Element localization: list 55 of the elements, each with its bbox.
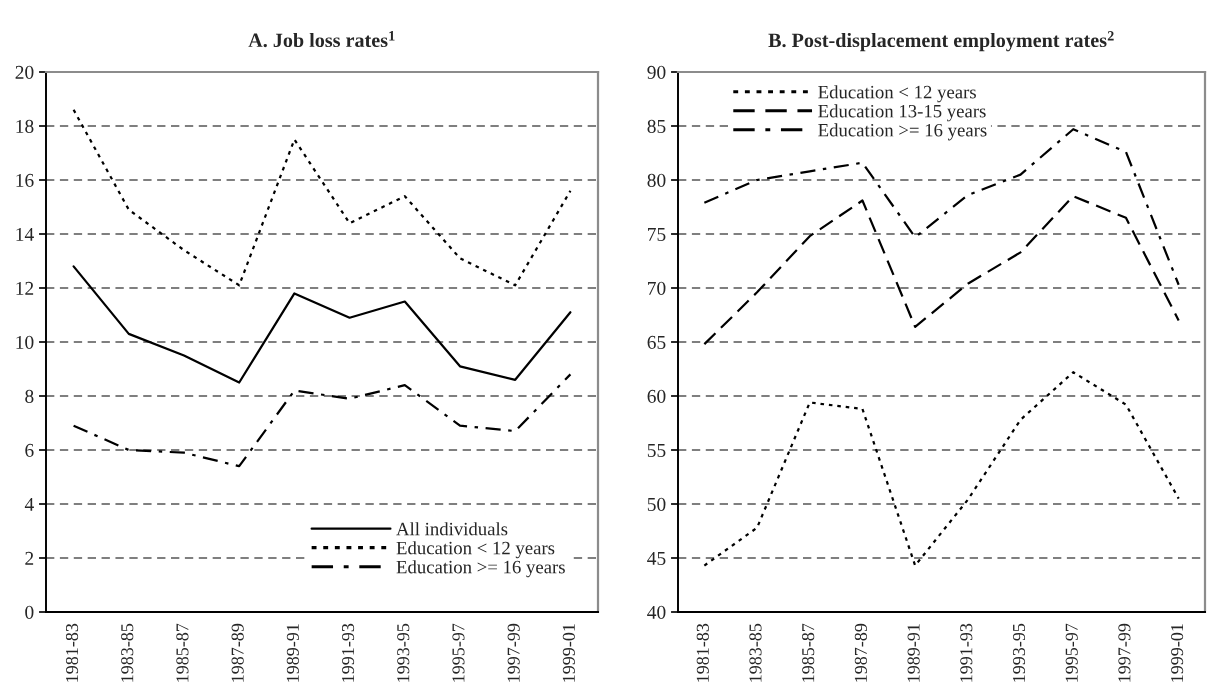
y-tick-label: 90 [647,65,666,79]
y-tick-label: 16 [16,173,34,187]
x-tick-label: 1983-85 [749,623,762,682]
x-tick-label: 1981-83 [65,623,79,682]
y-tick-label: 10 [16,335,34,349]
legend-label: Education < 12 years [818,85,976,103]
y-tick-label: 12 [16,281,34,295]
x-tick-label: 1993-95 [397,623,410,682]
x-tick-label: 1997-99 [507,623,520,682]
y-tick-label: 50 [647,497,666,511]
x-tick-label: 1997-99 [1118,623,1131,682]
chart-title: B. Post-displacement employment rates$^{2}$ [768,31,1114,52]
x-tick-label: 1991-93 [341,623,355,682]
x-tick-label: 1999-01 [562,624,575,682]
y-tick-label: 80 [647,173,666,187]
x-tick-label: 1983-85 [121,623,134,682]
x-tick-label: 1985-87 [802,623,815,682]
x-tick-label: 1985-87 [176,623,189,682]
y-tick-label: 45 [647,551,666,565]
line-series [72,108,572,287]
line-series [72,265,572,384]
y-tick-label: 6 [25,443,34,457]
y-tick-label: 75 [648,228,666,241]
legend-label: Education >= 16 years [818,123,987,141]
y-tick-label: 65 [647,335,666,349]
legend-label: Education >= 16 years [396,560,565,578]
y-tick-label: 4 [24,497,34,511]
chart-title: A. Job loss rates$^{1}$ [248,31,395,48]
x-tick-label: 1981-83 [696,623,709,682]
legend-label: All individuals [396,522,508,536]
y-tick-label: 18 [16,119,34,133]
x-tick-label: 1999-01 [1170,624,1184,682]
y-tick-label: 60 [647,389,666,403]
x-tick-label: 1987-89 [854,623,867,682]
line-series [703,371,1180,567]
y-tick-label: 40 [647,605,666,619]
legend-label: Education 13-15 years [818,104,986,122]
y-tick-label: 2 [25,551,34,565]
y-tick-label: 70 [648,281,666,295]
x-tick-label: 1995-97 [452,623,465,682]
y-tick-label: 85 [647,119,666,133]
line-series [703,195,1180,346]
x-tick-label: 1995-97 [1065,623,1078,682]
x-tick-label: 1989-91 [286,624,299,682]
x-tick-label: 1987-89 [231,623,244,682]
y-tick-label: 0 [25,605,34,619]
line-series [72,373,572,468]
x-tick-label: 1991-93 [960,623,973,682]
y-tick-label: 14 [16,227,34,241]
y-tick-label: 8 [25,389,34,403]
x-tick-label: 1989-91 [907,624,920,682]
y-tick-label: 55 [647,444,666,457]
x-tick-label: 1993-95 [1012,623,1026,682]
y-tick-label: 20 [15,65,34,79]
legend-label: Education < 12 years [396,541,555,559]
